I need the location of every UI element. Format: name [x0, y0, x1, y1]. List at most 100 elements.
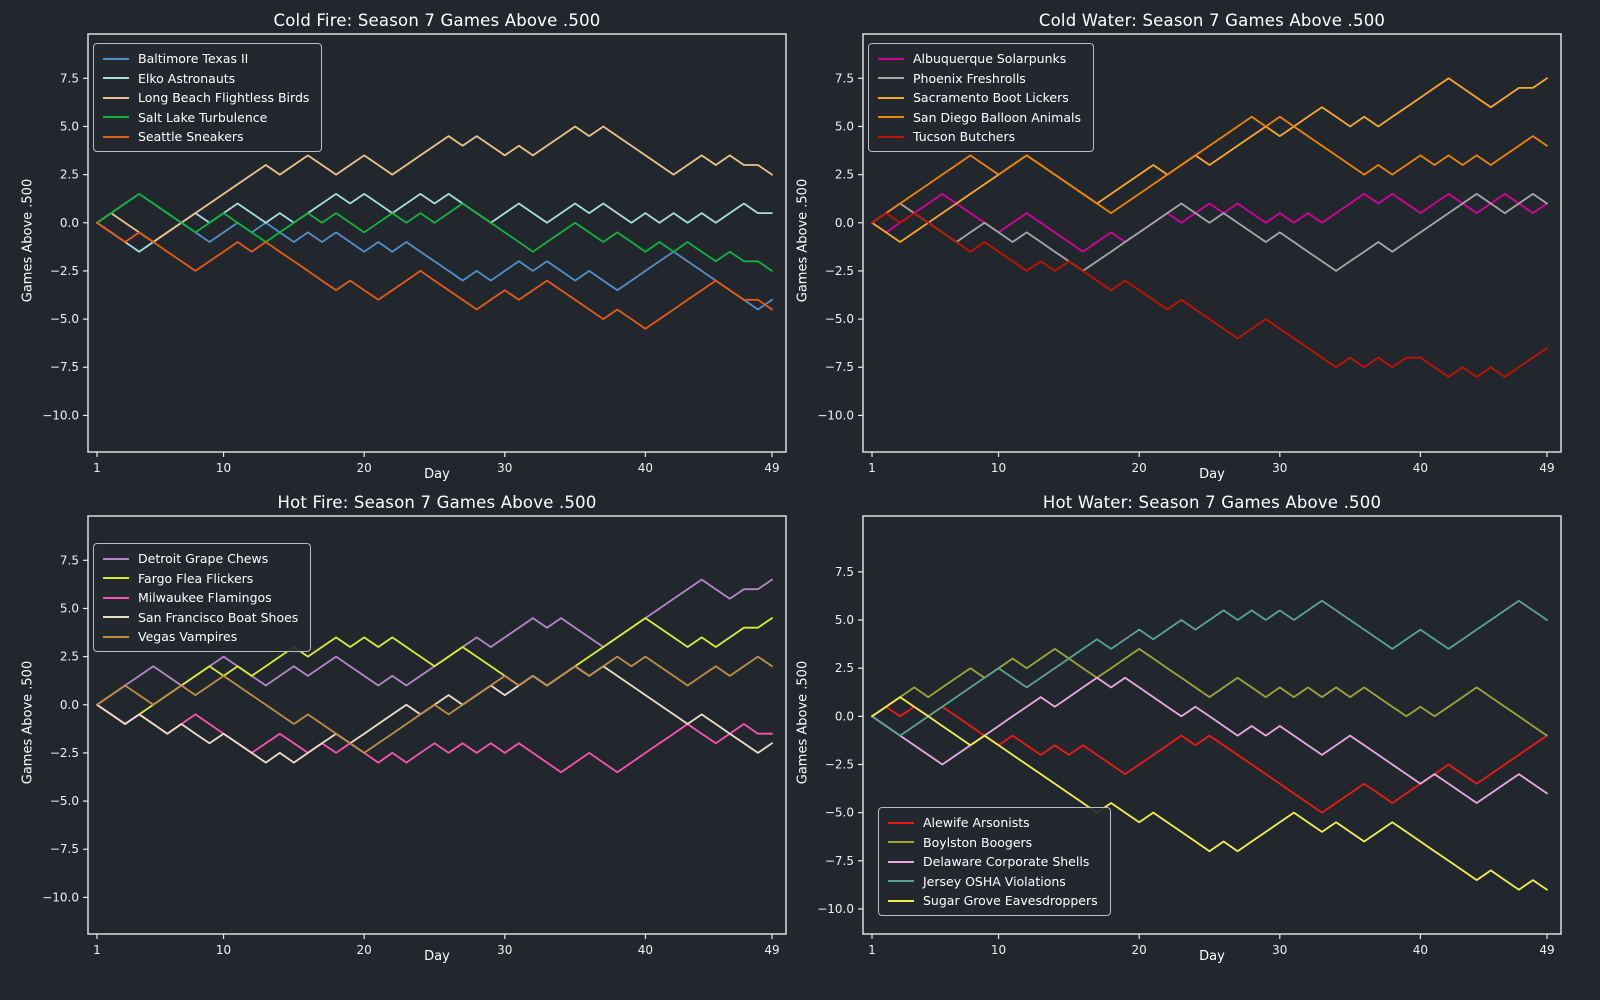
series-line-san-diego-balloon-animals	[871, 115, 1548, 224]
legend-line-swatch	[878, 57, 904, 60]
legend-item: Sugar Grove Eavesdroppers	[888, 893, 1098, 908]
plot-border	[862, 515, 1562, 935]
legend-line-swatch	[103, 116, 129, 118]
x-tick-label: 49	[1539, 461, 1554, 475]
chart-hot-water: 7.5 5.0 2.5 0.0 −2.5 −5.0 −7.5 −10.0 1 10 20 30 40 49…	[796, 493, 1600, 1000]
chart-title: Hot Fire: Season 7 Games Above .500	[277, 493, 597, 512]
legend-label: Milwaukee Flamingos	[138, 590, 272, 605]
x-axis-label: Day	[424, 467, 450, 482]
series-line-baltimore-texas-ii	[96, 192, 773, 311]
series-line-san-francisco-boat-shoes	[96, 665, 773, 764]
x-tick-label: 40	[1413, 943, 1428, 957]
legend-line-swatch	[888, 860, 914, 863]
legend-line-swatch	[103, 635, 129, 638]
legend-item: Vegas Vampires	[103, 629, 298, 644]
series-line-tucson-butchers	[871, 212, 1548, 378]
x-tick-label: 10	[991, 461, 1006, 475]
legend-item: Seattle Sneakers	[103, 129, 309, 144]
legend-line-swatch	[878, 135, 904, 138]
x-tick-label: 10	[991, 943, 1006, 957]
plot-area-cold-fire: 7.5 5.0 2.5 0.0 −2.5 −5.0 −7.5 −10.0 1 10 20 30 40 49	[42, 33, 787, 475]
chart-cold-water: 7.5 5.0 2.5 0.0 −2.5 −5.0 −7.5 −10.0 1 10 20 30 40 49…	[796, 0, 1600, 500]
series-line-seattle-sneakers	[96, 221, 773, 330]
y-tick-label: −7.5	[825, 360, 854, 374]
x-tick-label: 20	[1132, 461, 1147, 475]
x-tick-label: 49	[764, 943, 779, 957]
series-line-phoenix-freshrolls	[871, 192, 1548, 272]
series-line-alewife-arsonists	[871, 705, 1548, 814]
legend-item: Baltimore Texas II	[103, 51, 309, 66]
plot-border	[87, 515, 787, 935]
series-line-sacramento-boot-lickers	[871, 77, 1548, 243]
plot-border	[87, 33, 787, 453]
x-tick-label: 20	[1132, 943, 1147, 957]
series-line-boylston-boogers	[871, 647, 1548, 737]
legend-label: Boylston Boogers	[923, 834, 1033, 850]
y-tick-label: 0.0	[835, 709, 854, 723]
y-tick-label: 2.5	[835, 661, 854, 675]
plot-border	[862, 33, 1562, 453]
series-line-milwaukee-flamingos	[96, 703, 773, 774]
legend-label: Vegas Vampires	[138, 629, 238, 644]
series-line-long-beach-flightless-birds	[96, 125, 773, 243]
legend-item: Jersey OSHA Violations	[888, 874, 1098, 889]
x-tick-label: 1	[93, 943, 101, 957]
x-tick-label: 30	[497, 943, 512, 957]
legend-item: Sacramento Boot Lickers	[878, 90, 1081, 105]
x-tick-label: 40	[1413, 461, 1428, 475]
x-tick-label: 1	[868, 461, 876, 475]
y-tick-label: −5.0	[50, 312, 79, 326]
series-line-fargo-flea-flickers	[96, 617, 773, 725]
legend-line-swatch	[103, 616, 129, 618]
legend-item: Milwaukee Flamingos	[103, 590, 298, 605]
legend-item: Phoenix Freshrolls	[878, 71, 1081, 86]
chart-cold-fire: 7.5 5.0 2.5 0.0 −2.5 −5.0 −7.5 −10.0 1 10 20 30 40 49…	[0, 0, 800, 500]
y-tick-label: 0.0	[835, 216, 854, 230]
legend-line-swatch	[888, 899, 914, 902]
legend-item: Detroit Grape Chews	[103, 551, 298, 566]
x-axis-label: Day	[1199, 949, 1225, 964]
y-tick-label: −2.5	[50, 264, 79, 278]
legend-label: Detroit Grape Chews	[138, 551, 269, 566]
legend-item: Salt Lake Turbulence	[103, 110, 309, 125]
legend-item: Tucson Butchers	[878, 129, 1081, 144]
legend-line-swatch	[888, 880, 914, 882]
series-line-salt-lake-turbulence	[96, 192, 773, 272]
legend-line-swatch	[878, 96, 904, 99]
x-tick-label: 40	[638, 461, 653, 475]
legend-line-swatch	[103, 57, 129, 60]
legend-item: San Francisco Boat Shoes	[103, 610, 298, 625]
y-tick-label: −2.5	[50, 746, 79, 760]
legend-item: Long Beach Flightless Birds	[103, 90, 309, 105]
legend-item: San Diego Balloon Animals	[878, 110, 1081, 125]
legend-label: Albuquerque Solarpunks	[913, 51, 1067, 66]
x-tick-label: 1	[868, 943, 876, 957]
y-tick-label: 7.5	[835, 565, 854, 579]
y-tick-label: −10.0	[42, 408, 79, 422]
legend-label: Phoenix Freshrolls	[913, 70, 1026, 86]
legend-cold-fire: Baltimore Texas II Elko Astronauts Long Be…	[93, 43, 323, 152]
y-tick-label: 7.5	[60, 71, 79, 85]
x-tick-label: 49	[764, 461, 779, 475]
y-tick-label: −5.0	[825, 312, 854, 326]
x-tick-label: 20	[357, 461, 372, 475]
legend-label: San Diego Balloon Animals	[913, 109, 1081, 125]
y-tick-label: 5.0	[835, 613, 854, 627]
y-tick-label: −10.0	[817, 902, 854, 916]
legend-label: Delaware Corporate Shells	[923, 854, 1090, 869]
x-axis-label: Day	[1199, 467, 1225, 482]
y-tick-label: 7.5	[60, 553, 79, 567]
y-tick-label: 0.0	[60, 698, 79, 712]
y-tick-label: 7.5	[835, 71, 854, 85]
legend-line-swatch	[103, 596, 129, 599]
legend-label: Long Beach Flightless Birds	[138, 90, 310, 105]
y-tick-label: −5.0	[50, 794, 79, 808]
x-tick-label: 30	[1272, 461, 1287, 475]
legend-line-swatch	[103, 577, 129, 579]
legend-item: Alewife Arsonists	[888, 815, 1098, 830]
legend-label: Sugar Grove Eavesdroppers	[923, 893, 1098, 908]
x-tick-label: 30	[1272, 943, 1287, 957]
y-tick-label: −2.5	[825, 757, 854, 771]
y-tick-label: −10.0	[42, 890, 79, 904]
